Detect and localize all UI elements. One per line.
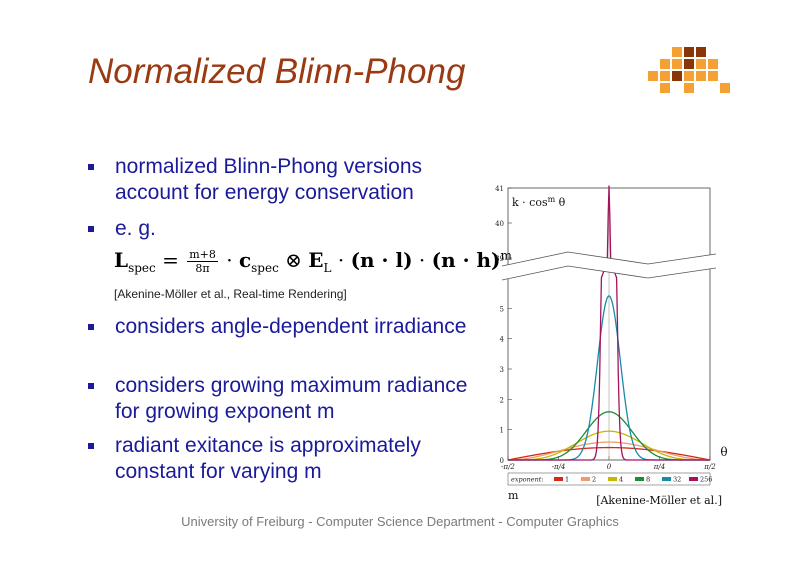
formula-equals: = bbox=[162, 248, 179, 272]
bullet-text: normalized Blinn-Phong versions account … bbox=[115, 155, 422, 204]
bullet-square-icon bbox=[88, 226, 94, 232]
x-tick-label: π/2 bbox=[703, 463, 716, 471]
legend-marker-m: m bbox=[508, 489, 519, 502]
bullet-square-icon bbox=[88, 164, 94, 170]
legend-label-8: 8 bbox=[646, 476, 650, 484]
slide-footer: University of Freiburg - Computer Scienc… bbox=[181, 514, 619, 529]
y-tick-label: 39 bbox=[495, 255, 504, 263]
y-tick-label: 1 bbox=[500, 427, 504, 435]
formula-nl: (n · l) bbox=[350, 248, 413, 272]
y-tick-label: 40 bbox=[495, 220, 504, 228]
legend-label-1: 1 bbox=[565, 476, 569, 484]
bullet-text: e. g. bbox=[115, 217, 156, 240]
formula-dot: · bbox=[337, 248, 345, 272]
formula-e: E bbox=[308, 248, 324, 272]
bullet-text: radiant exitance is approximately consta… bbox=[115, 434, 421, 483]
formula-otimes: ⊗ bbox=[285, 248, 302, 272]
x-tick-label: 0 bbox=[607, 463, 612, 471]
curve-exponent-1 bbox=[507, 446, 711, 461]
bullet-text: considers angle-dependent irradiance bbox=[115, 315, 467, 338]
bullet-square-icon bbox=[88, 324, 94, 330]
legend-label-32: 32 bbox=[673, 476, 681, 484]
formula-c-sub: spec bbox=[251, 261, 279, 275]
curve-exponent-256 bbox=[508, 185, 710, 461]
x-tick-label: -π/4 bbox=[552, 463, 566, 471]
y-tick-label: 2 bbox=[500, 396, 504, 404]
formula-e-sub: L bbox=[323, 261, 332, 275]
function-label: k · cosm θ bbox=[512, 195, 566, 209]
slide-title: Normalized Blinn-Phong bbox=[88, 52, 466, 91]
legend-label-256: 256 bbox=[700, 476, 712, 484]
y-tick-label: 3 bbox=[500, 366, 504, 374]
legend-label-2: 2 bbox=[592, 476, 596, 484]
formula-power: m bbox=[500, 248, 512, 263]
bullet-text: considers growing maximum radiance for g… bbox=[115, 374, 468, 423]
x-tick-label: π/4 bbox=[653, 463, 665, 471]
formula-dot: · bbox=[418, 248, 426, 272]
legend-title: exponent: bbox=[511, 476, 544, 484]
y-tick-label: 0 bbox=[500, 457, 504, 465]
y-tick-label: 4 bbox=[500, 336, 505, 344]
legend-swatch-1 bbox=[554, 477, 563, 481]
formula-nh: (n · h) bbox=[431, 248, 501, 272]
axis-break-line bbox=[501, 265, 717, 281]
legend-label-4: 4 bbox=[619, 476, 623, 484]
legend-swatch-32 bbox=[662, 477, 671, 481]
formula-fraction: m+8 8π bbox=[187, 248, 218, 275]
specular-formula: Lspec = m+8 8π · cspec ⊗ EL · (n · l) · … bbox=[114, 248, 512, 275]
curve-exponent-4 bbox=[508, 430, 710, 461]
formula-numerator: m+8 bbox=[187, 248, 218, 262]
bullet-square-icon bbox=[88, 383, 94, 389]
y-tick-label: 5 bbox=[500, 305, 504, 313]
formula-denominator: 8π bbox=[195, 262, 210, 275]
bullet-square-icon bbox=[88, 443, 94, 449]
formula-lhs: L bbox=[114, 248, 129, 272]
formula-dot: · bbox=[226, 248, 233, 272]
legend-swatch-8 bbox=[635, 477, 644, 481]
formula-lhs-sub: spec bbox=[128, 261, 156, 275]
formula-citation: [Akenine-Möller et al., Real-time Render… bbox=[114, 287, 347, 301]
x-axis-label: θ bbox=[720, 445, 727, 459]
axis-break-line bbox=[501, 251, 717, 267]
legend-swatch-2 bbox=[581, 477, 590, 481]
legend-swatch-4 bbox=[608, 477, 617, 481]
curve-exponent-2 bbox=[508, 441, 710, 461]
chart-citation: [Akenine-Möller et al.] bbox=[596, 494, 722, 507]
university-logo bbox=[648, 47, 730, 93]
legend-swatch-256 bbox=[689, 477, 698, 481]
x-tick-label: -π/2 bbox=[501, 463, 515, 471]
axis-break-band bbox=[502, 252, 716, 280]
formula-c: c bbox=[238, 248, 252, 272]
y-tick-label: 41 bbox=[495, 185, 504, 193]
